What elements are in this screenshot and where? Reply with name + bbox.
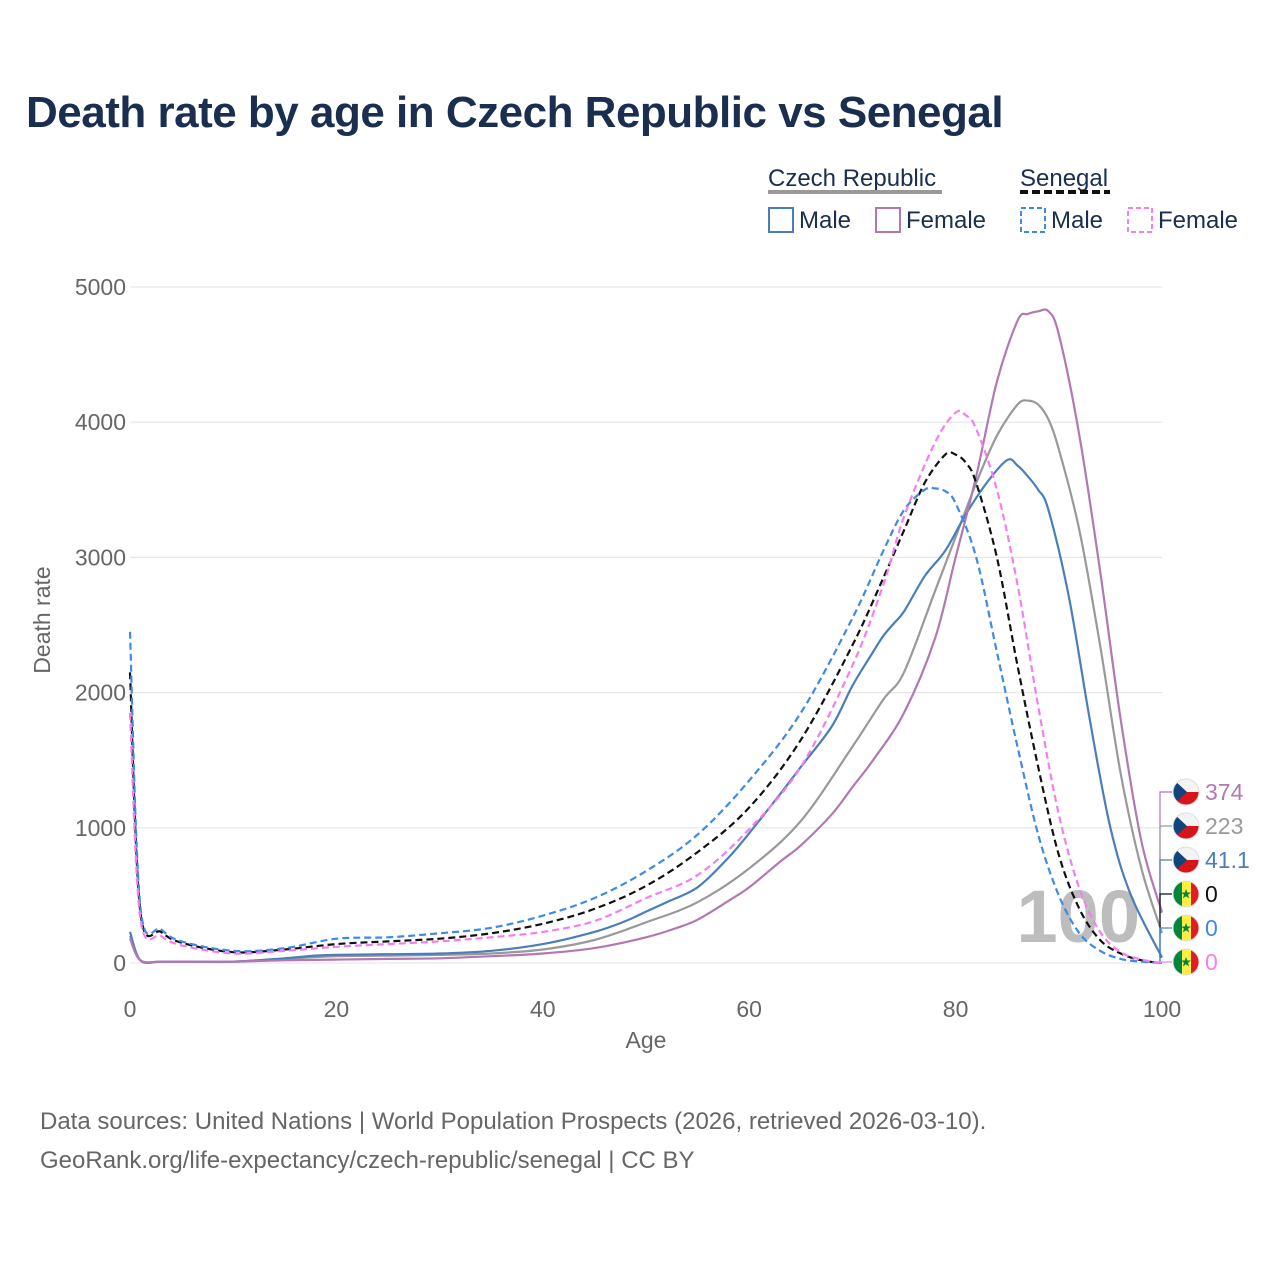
series-end-label: 0 — [1205, 915, 1218, 941]
series-end-label: 223 — [1205, 813, 1243, 839]
y-tick-label: 0 — [113, 950, 126, 976]
x-tick-label: 80 — [943, 996, 969, 1022]
series-line-1 — [128, 458, 1163, 964]
y-tick-label: 5000 — [75, 274, 126, 300]
data-source-note: Data sources: United Nations | World Pop… — [40, 1108, 987, 1135]
x-tick-label: 0 — [124, 996, 137, 1022]
end-labels: 374 223 41.1 0 0 0 — [1159, 778, 1250, 976]
legend-group-title: Czech Republic — [768, 165, 936, 192]
y-tick-label: 2000 — [75, 680, 126, 706]
chart-title: Death rate by age in Czech Republic vs S… — [26, 88, 1004, 137]
y-axis-label: Death rate — [29, 566, 55, 673]
legend-item-label: Male — [1051, 207, 1103, 234]
x-tick-label: 40 — [530, 996, 556, 1022]
gridlines — [130, 286, 1162, 964]
y-tick-label: 1000 — [75, 815, 126, 841]
y-axis-ticks: 0 1000 2000 3000 4000 5000 — [75, 274, 126, 976]
legend-item-label: Female — [1158, 207, 1238, 234]
series-end-label: 41.1 — [1205, 847, 1250, 873]
legend-swatch — [875, 207, 901, 233]
end-label-connector — [1159, 825, 1172, 934]
legend: Czech Republic Male Female Senegal Male Femal… — [768, 165, 1238, 234]
series-end-label: 0 — [1205, 881, 1218, 907]
czech-flag-icon — [1173, 847, 1199, 873]
senegal-flag-icon — [1173, 881, 1199, 907]
y-tick-label: 3000 — [75, 544, 126, 570]
series-line-3 — [128, 451, 1163, 965]
series-line-0 — [128, 399, 1164, 964]
series-line-2 — [128, 308, 1164, 964]
legend-swatch — [1127, 207, 1153, 233]
attribution-note: GeoRank.org/life-expectancy/czech-republ… — [40, 1147, 695, 1174]
senegal-flag-icon — [1173, 915, 1199, 941]
x-tick-label: 100 — [1143, 996, 1181, 1022]
x-axis-ticks: 0 20 40 60 80 100 — [124, 996, 1182, 1022]
legend-item-label: Female — [906, 207, 986, 234]
series-line-4 — [128, 486, 1163, 965]
czech-flag-icon — [1173, 813, 1199, 839]
legend-swatch — [768, 207, 794, 233]
end-label-connector — [1159, 961, 1172, 964]
legend-item-label: Male — [799, 207, 851, 234]
senegal-flag-icon — [1173, 949, 1199, 975]
y-tick-label: 4000 — [75, 409, 126, 435]
legend-group-title: Senegal — [1020, 165, 1108, 192]
czech-flag-icon — [1173, 779, 1199, 805]
series-end-label: 0 — [1205, 949, 1218, 975]
x-tick-label: 60 — [736, 996, 762, 1022]
x-axis-label: Age — [626, 1027, 667, 1053]
series-line-5 — [128, 409, 1163, 965]
current-age-label: 100 — [1017, 875, 1140, 958]
series-end-label: 374 — [1205, 779, 1244, 805]
series-lines — [128, 308, 1164, 965]
x-tick-label: 20 — [324, 996, 350, 1022]
legend-swatch — [1020, 207, 1046, 233]
